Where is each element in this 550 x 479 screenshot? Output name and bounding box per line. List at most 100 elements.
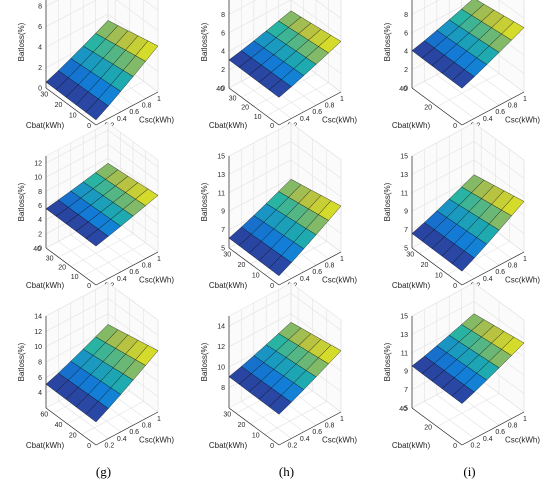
surface-cell [501,336,525,356]
x-tick-label: 0.8 [508,263,518,270]
wall-gridline-z [228,313,342,351]
y-tick-label: 30 [40,91,48,98]
z-axis-label: Batloss(%) [200,342,209,381]
wall-gridline-z [228,0,342,38]
axes-f [411,156,525,286]
x-axis-line [278,411,342,446]
z-tick-label: 2 [38,65,42,72]
y-tick-label: 0 [453,443,457,450]
surface-cell [135,40,159,62]
y-tick-label: 10 [69,112,77,119]
z-axis-label: Batloss(%) [200,182,209,221]
chart-panel-h: 81012140.20.40.60.810102030Batloss(%)Csc… [200,282,357,479]
y-axis-line [228,87,280,126]
z-tick-label: 0 [221,86,225,93]
z-tick-label: 8 [221,12,225,19]
panel-caption: (g) [96,464,111,479]
z-tick-label: 10 [400,0,408,1]
z-tick-label: 8 [38,189,42,196]
z-tick-label: 6 [38,24,42,31]
y-axis-line [45,247,97,286]
x-tick-label: 0.6 [129,269,139,276]
x-tick-label: 0.8 [142,103,152,110]
chart-panel-g: 4681012140.20.40.60.810204060Batloss(%)C… [17,282,174,479]
x-tick-label: 1 [157,96,161,103]
floor-gridline-y [70,233,134,267]
surface-f [411,174,525,272]
z-tick-label: 4 [404,49,408,56]
x-tick-label: 0.8 [325,423,335,430]
z-tick-label: 11 [401,190,408,197]
z-tick-label: 10 [34,344,42,351]
z-tick-label: 5 [221,246,225,253]
z-tick-label: 13 [217,172,225,179]
wall-gridline-z [45,313,159,351]
x-tick-label: 0.4 [300,276,310,283]
z-tick-label: 0 [404,86,408,93]
y-tick-label: 30 [229,95,237,102]
x-tick-label: 0.8 [142,423,152,430]
chart-panel-f: 5791113150.20.40.60.810102030Batloss(%)C… [383,122,540,319]
x-axis-label: Csc(kWh) [139,275,174,284]
wall-gridline-z [228,292,342,331]
y-tick-label: 0 [270,443,274,450]
chart-panel-i: 5 7 9 11 13 15 0.20.40.60.8 1 0 20 40 Batloss(%) Csc… [383,282,540,479]
wall-gridline-z [411,301,525,339]
y-axis-line [45,407,97,446]
wall-gridline-z [228,159,342,198]
x-tick-label: 1 [340,96,344,103]
x-axis-label: Csc(kWh) [505,435,540,444]
wall-gridline-z [228,122,342,161]
y-axis-label: Cbat(kWh) [392,121,431,130]
y-tick-label: 40 [55,422,63,429]
x-tick-label: 0.4 [300,116,310,123]
floor-gridline-x [58,401,109,439]
y-tick-label: 20 [424,105,432,112]
y-axis-line [228,407,280,446]
y-axis-label: Cbat(kWh) [209,281,248,290]
z-tick-label: 10 [217,0,225,1]
x-tick-label: 0.4 [300,436,310,443]
z-tick-label: 2 [404,67,408,74]
y-tick-label: 10 [252,272,260,279]
z-tick-label: 15 [400,314,408,321]
z-tick-label: 6 [404,30,408,37]
z-tick-label: 4 [38,217,42,224]
y-tick-label: 20 [421,262,429,269]
y-axis-label: Cbat(kWh) [209,121,248,130]
axes-h [228,316,342,446]
y-tick-label: 20 [241,105,249,112]
wall-gridline-z [45,129,159,168]
z-axis-label: Batloss(%) [383,182,392,221]
x-tick-label: 0.4 [117,436,127,443]
floor-gridline-y [83,242,146,277]
y-tick-label: 40 [399,86,407,93]
axes-e [228,156,342,286]
y-axis-line [228,247,280,286]
y-tick-label: 20 [424,425,432,432]
y-tick-label: 30 [223,251,231,258]
x-tick-label: 0.4 [483,116,493,123]
axes-a [45,0,159,126]
z-tick-label: 11 [401,350,408,357]
y-tick-label: 30 [406,251,414,258]
chart-panel-a: 024680.20.40.60.810102030Batloss(%)Csc(k… [17,0,174,159]
x-tick-label: 1 [523,96,527,103]
z-tick-label: 9 [404,209,408,216]
y-tick-label: 20 [69,432,77,439]
wall-gridline-z [411,141,525,179]
y-tick-label: 40 [33,246,41,253]
x-tick-label: 0.4 [483,276,493,283]
y-tick-label: 10 [252,432,260,439]
z-tick-label: 0 [38,246,42,253]
z-tick-label: 2 [221,67,225,74]
z-tick-label: 7 [404,227,408,234]
y-tick-label: 60 [40,411,48,418]
wall-gridline-z [45,282,159,321]
x-tick-label: 0.6 [495,269,505,276]
x-tick-label: 0.2 [288,442,298,449]
y-axis-line [411,407,463,446]
floor-gridline-y [447,241,510,275]
panel-caption: (i) [463,464,475,479]
